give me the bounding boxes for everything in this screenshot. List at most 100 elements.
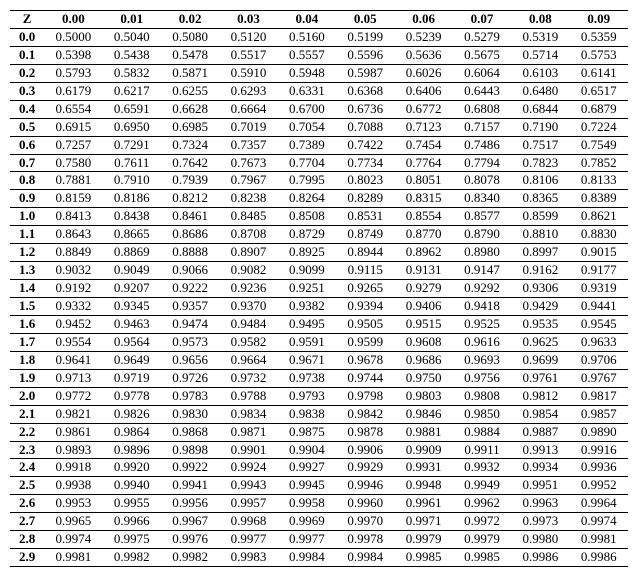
table-cell: 0.9985 — [453, 549, 511, 567]
table-row: 1.10.86430.86650.86860.87080.87290.87490… — [10, 226, 628, 244]
table-cell: 0.5714 — [511, 46, 569, 64]
row-label: 2.1 — [10, 405, 44, 423]
row-label: 1.4 — [10, 280, 44, 298]
table-cell: 0.6179 — [44, 82, 102, 100]
row-label: 2.3 — [10, 441, 44, 459]
table-cell: 0.6736 — [336, 100, 394, 118]
table-cell: 0.9973 — [511, 513, 569, 531]
table-row: 1.30.90320.90490.90660.90820.90990.91150… — [10, 262, 628, 280]
table-cell: 0.5871 — [161, 64, 219, 82]
table-cell: 0.9265 — [336, 280, 394, 298]
table-row: 1.40.91920.92070.92220.92360.92510.92650… — [10, 280, 628, 298]
table-header-row: Z 0.000.010.020.030.040.050.060.070.080.… — [10, 11, 628, 29]
table-cell: 0.8621 — [570, 208, 628, 226]
table-row: 1.00.84130.84380.84610.84850.85080.85310… — [10, 208, 628, 226]
table-cell: 0.8869 — [103, 244, 161, 262]
table-row: 1.90.97130.97190.97260.97320.97380.97440… — [10, 369, 628, 387]
row-label: 1.9 — [10, 369, 44, 387]
table-cell: 0.9967 — [161, 513, 219, 531]
table-cell: 0.9406 — [394, 298, 452, 316]
row-label: 1.7 — [10, 333, 44, 351]
table-cell: 0.7995 — [278, 172, 336, 190]
table-row: 1.70.95540.95640.95730.95820.95910.95990… — [10, 333, 628, 351]
table-cell: 0.9750 — [394, 369, 452, 387]
table-cell: 0.9015 — [570, 244, 628, 262]
table-cell: 0.5080 — [161, 28, 219, 46]
row-label: 2.5 — [10, 477, 44, 495]
table-cell: 0.5948 — [278, 64, 336, 82]
table-cell: 0.9985 — [394, 549, 452, 567]
table-cell: 0.9970 — [336, 513, 394, 531]
table-cell: 0.9756 — [453, 369, 511, 387]
table-cell: 0.9975 — [103, 531, 161, 549]
table-cell: 0.9871 — [219, 423, 277, 441]
table-cell: 0.9965 — [44, 513, 102, 531]
table-cell: 0.9812 — [511, 387, 569, 405]
table-cell: 0.8980 — [453, 244, 511, 262]
table-cell: 0.8315 — [394, 190, 452, 208]
table-cell: 0.9890 — [570, 423, 628, 441]
table-cell: 0.9968 — [219, 513, 277, 531]
table-cell: 0.9664 — [219, 351, 277, 369]
table-cell: 0.9983 — [219, 549, 277, 567]
table-row: 0.20.57930.58320.58710.59100.59480.59870… — [10, 64, 628, 82]
table-cell: 0.8577 — [453, 208, 511, 226]
table-cell: 0.9693 — [453, 351, 511, 369]
table-cell: 0.9901 — [219, 441, 277, 459]
table-cell: 0.9922 — [161, 459, 219, 477]
table-cell: 0.5359 — [570, 28, 628, 46]
table-cell: 0.8997 — [511, 244, 569, 262]
column-header: 0.03 — [219, 11, 277, 29]
table-cell: 0.9934 — [511, 459, 569, 477]
table-row: 1.50.93320.93450.93570.93700.93820.93940… — [10, 298, 628, 316]
table-cell: 0.9761 — [511, 369, 569, 387]
table-cell: 0.5793 — [44, 64, 102, 82]
table-cell: 0.9495 — [278, 315, 336, 333]
table-cell: 0.9441 — [570, 298, 628, 316]
row-label: 2.2 — [10, 423, 44, 441]
table-cell: 0.9726 — [161, 369, 219, 387]
table-cell: 0.9986 — [511, 549, 569, 567]
table-cell: 0.9463 — [103, 315, 161, 333]
table-cell: 0.7764 — [394, 154, 452, 172]
table-cell: 0.7454 — [394, 136, 452, 154]
table-cell: 0.9192 — [44, 280, 102, 298]
column-header: 0.02 — [161, 11, 219, 29]
table-cell: 0.5000 — [44, 28, 102, 46]
table-cell: 0.9906 — [336, 441, 394, 459]
table-cell: 0.5239 — [394, 28, 452, 46]
table-cell: 0.9974 — [570, 513, 628, 531]
table-cell: 0.9699 — [511, 351, 569, 369]
table-cell: 0.7257 — [44, 136, 102, 154]
table-cell: 0.8078 — [453, 172, 511, 190]
table-cell: 0.9981 — [570, 531, 628, 549]
table-cell: 0.8508 — [278, 208, 336, 226]
table-cell: 0.7549 — [570, 136, 628, 154]
table-cell: 0.9976 — [161, 531, 219, 549]
table-cell: 0.9834 — [219, 405, 277, 423]
column-header: 0.04 — [278, 11, 336, 29]
table-cell: 0.8944 — [336, 244, 394, 262]
table-cell: 0.9625 — [511, 333, 569, 351]
table-cell: 0.7881 — [44, 172, 102, 190]
column-header: 0.06 — [394, 11, 452, 29]
row-label: 0.6 — [10, 136, 44, 154]
table-cell: 0.9938 — [44, 477, 102, 495]
table-cell: 0.6591 — [103, 100, 161, 118]
row-label: 1.6 — [10, 315, 44, 333]
row-label: 2.8 — [10, 531, 44, 549]
table-row: 1.80.96410.96490.96560.96640.96710.96780… — [10, 351, 628, 369]
table-cell: 0.9793 — [278, 387, 336, 405]
table-cell: 0.8264 — [278, 190, 336, 208]
table-cell: 0.8962 — [394, 244, 452, 262]
table-cell: 0.9875 — [278, 423, 336, 441]
table-cell: 0.7422 — [336, 136, 394, 154]
table-row: 0.40.65540.65910.66280.66640.67000.67360… — [10, 100, 628, 118]
column-header: 0.01 — [103, 11, 161, 29]
table-cell: 0.9767 — [570, 369, 628, 387]
table-cell: 0.7324 — [161, 136, 219, 154]
table-cell: 0.7123 — [394, 118, 452, 136]
column-header: 0.07 — [453, 11, 511, 29]
table-cell: 0.8389 — [570, 190, 628, 208]
table-cell: 0.9887 — [511, 423, 569, 441]
